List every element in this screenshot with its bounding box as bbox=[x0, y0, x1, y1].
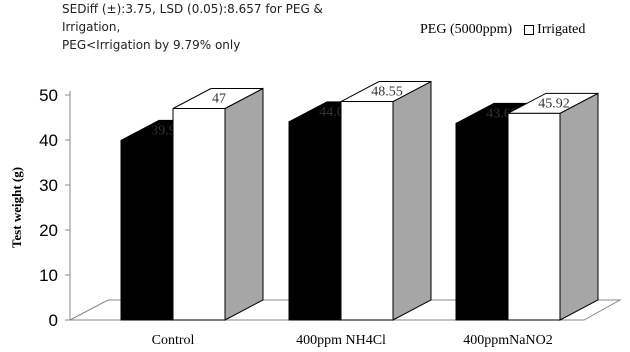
bar-peg bbox=[288, 121, 342, 321]
legend-item-peg: PEG (5000ppm) bbox=[420, 22, 512, 38]
legend: PEG (5000ppm) Irrigated bbox=[420, 22, 585, 38]
bar-side-irrigated bbox=[559, 92, 599, 321]
y-axis-title: Test weight (g) bbox=[9, 167, 24, 248]
y-tick-label: 10 bbox=[39, 266, 58, 285]
x-category-label: 400ppmNaNO2 bbox=[463, 333, 552, 348]
legend-label-irrigated: Irrigated bbox=[537, 22, 586, 37]
x-category-label: 400ppm NH4Cl bbox=[296, 333, 386, 348]
y-tick-label: 20 bbox=[39, 221, 58, 240]
bar-side-irrigated bbox=[224, 87, 264, 321]
value-label-irrigated: 48.55 bbox=[371, 85, 403, 100]
annotation-line-2: PEG<Irrigation by 9.79% only bbox=[62, 38, 241, 52]
bar-irrigated bbox=[507, 112, 561, 321]
bar-side-irrigated bbox=[392, 80, 432, 321]
y-tick-label: 40 bbox=[39, 131, 58, 150]
value-label-irrigated: 47 bbox=[212, 92, 226, 107]
bar-peg bbox=[120, 139, 174, 321]
y-tick-label: 30 bbox=[39, 176, 58, 195]
value-label-irrigated: 45.92 bbox=[538, 96, 570, 111]
legend-swatch-irrigated bbox=[524, 25, 535, 35]
statistics-annotation: SEDiff (±):3.75, LSD (0.05):8.657 for PE… bbox=[62, 0, 362, 54]
bar-irrigated bbox=[172, 108, 226, 321]
bar-irrigated bbox=[340, 101, 394, 321]
annotation-line-1: SEDiff (±):3.75, LSD (0.05):8.657 for PE… bbox=[62, 2, 323, 34]
y-tick-label: 0 bbox=[49, 311, 58, 330]
legend-item-irrigated: Irrigated bbox=[524, 22, 585, 38]
bar-peg bbox=[455, 122, 509, 321]
y-tick-label: 50 bbox=[39, 86, 58, 105]
legend-label-peg: PEG (5000ppm) bbox=[420, 22, 513, 37]
x-category-label: Control bbox=[152, 333, 195, 348]
